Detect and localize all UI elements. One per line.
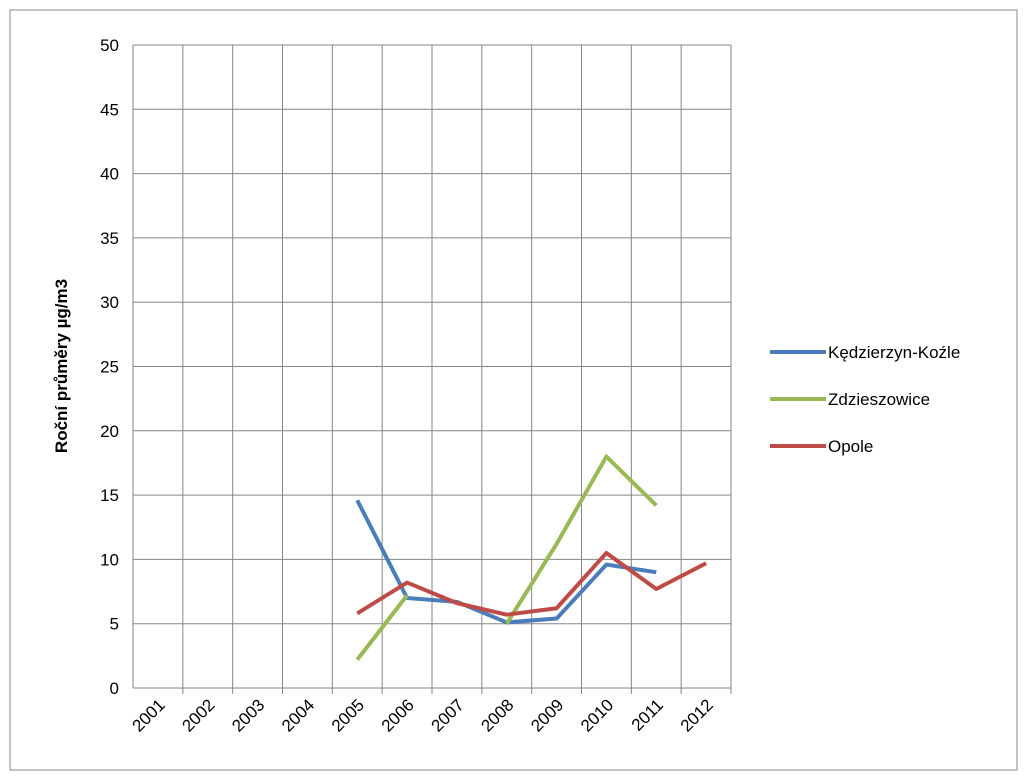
- series-line: [355, 454, 658, 661]
- legend-label: Opole: [828, 437, 873, 456]
- y-tick-label: 30: [100, 293, 119, 312]
- y-tick-label: 5: [110, 615, 119, 634]
- legend-label: Zdzieszowice: [828, 390, 930, 409]
- y-tick-label: 25: [100, 358, 119, 377]
- y-tick-label: 15: [100, 486, 119, 505]
- y-tick-label: 50: [100, 36, 119, 55]
- y-tick-label: 20: [100, 422, 119, 441]
- y-tick-label: 35: [100, 229, 119, 248]
- legend-label: Kędzierzyn-Koźle: [828, 343, 960, 362]
- y-tick-label: 45: [100, 100, 119, 119]
- y-tick-label: 40: [100, 165, 119, 184]
- chart-border: [9, 9, 1018, 771]
- y-tick-label: 0: [110, 679, 119, 698]
- y-axis-label: Roční průměry µg/m3: [52, 279, 71, 453]
- y-tick-label: 10: [100, 550, 119, 569]
- series-line: [356, 550, 708, 617]
